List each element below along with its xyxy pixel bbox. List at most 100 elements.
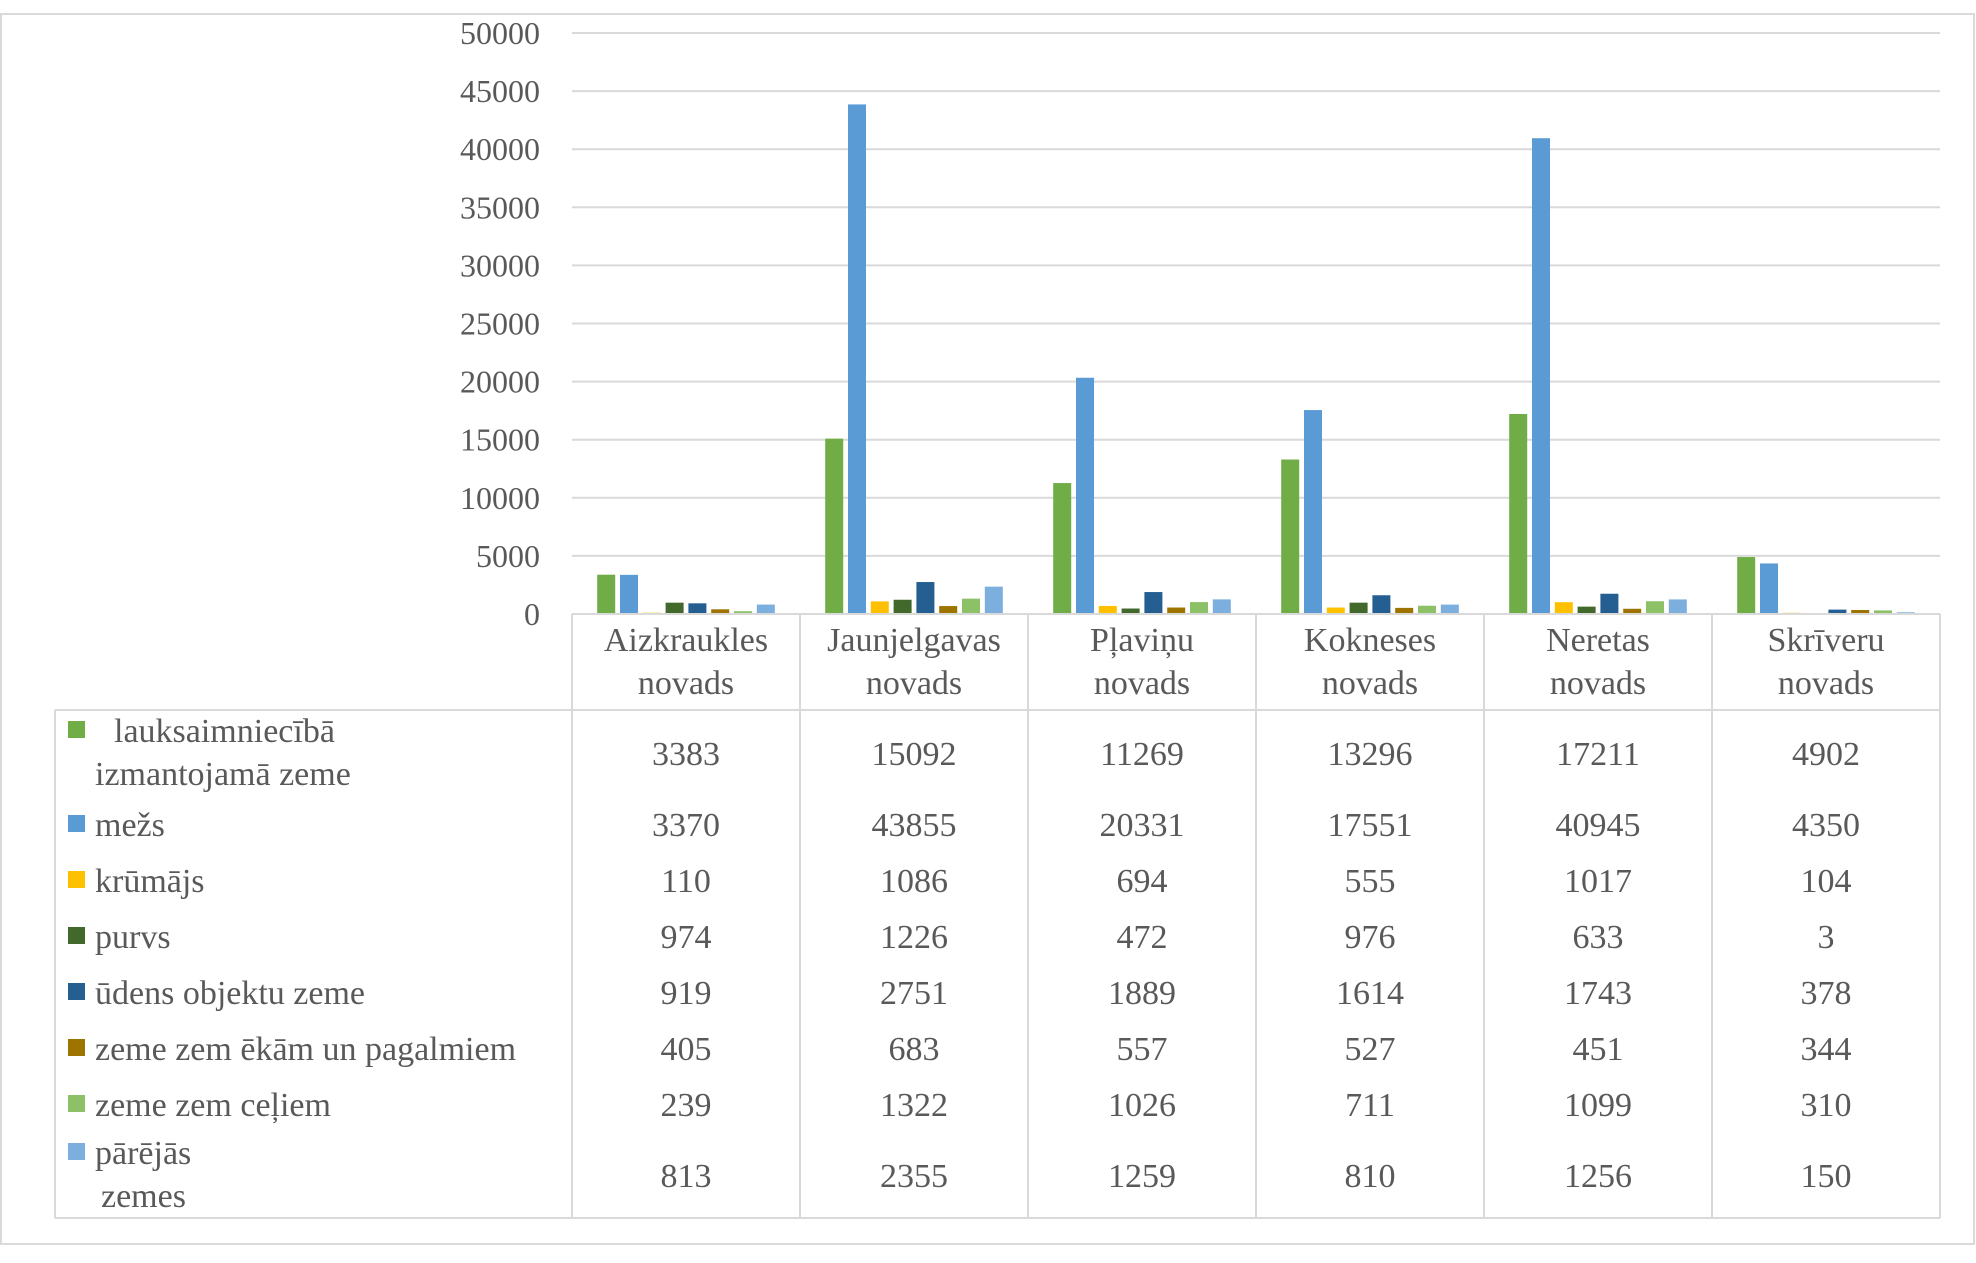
data-label: 974 (661, 919, 712, 956)
data-label: 1026 (1108, 1087, 1176, 1124)
bar (916, 582, 934, 614)
bar (1441, 605, 1459, 614)
data-label: 711 (1345, 1087, 1395, 1124)
data-label: 4902 (1792, 736, 1860, 773)
data-label: 1322 (880, 1087, 948, 1124)
bar (1737, 557, 1755, 614)
data-label: 472 (1117, 919, 1168, 956)
series-name: ūdens objektu zeme (95, 975, 365, 1012)
bar (597, 575, 615, 614)
data-label: 976 (1345, 919, 1396, 956)
category-label: novads (638, 665, 734, 702)
category-label: novads (1322, 665, 1418, 702)
data-label: 683 (889, 1031, 940, 1068)
bar (1053, 483, 1071, 614)
category-label: novads (1094, 665, 1190, 702)
y-tick-label: 20000 (460, 364, 540, 400)
bar (666, 603, 684, 614)
bar (688, 603, 706, 614)
data-label: 405 (661, 1031, 712, 1068)
bar (871, 601, 889, 614)
data-label: 557 (1117, 1031, 1168, 1068)
data-label: 1259 (1108, 1158, 1176, 1195)
data-label: 4350 (1792, 807, 1860, 844)
bar (1555, 602, 1573, 614)
y-tick-label: 10000 (460, 480, 540, 516)
y-tick-label: 35000 (460, 189, 540, 225)
data-label: 104 (1801, 863, 1852, 900)
data-label: 1743 (1564, 975, 1632, 1012)
series-name: krūmājs (95, 863, 205, 900)
y-tick-label: 45000 (460, 73, 540, 109)
bar (620, 575, 638, 614)
data-label: 451 (1573, 1031, 1624, 1068)
category-label: Skrīveru (1767, 622, 1884, 659)
series-name: izmantojamā zeme (95, 756, 351, 793)
bar (962, 599, 980, 614)
bar (1144, 592, 1162, 614)
data-label: 40945 (1556, 807, 1641, 844)
data-label: 1226 (880, 919, 948, 956)
data-label: 15092 (872, 736, 957, 773)
category-label: novads (1778, 665, 1874, 702)
category-label: Aizkraukles (604, 622, 768, 659)
data-label: 11269 (1100, 736, 1184, 773)
bar (1509, 414, 1527, 614)
bar (1669, 599, 1687, 614)
y-tick-label: 30000 (460, 247, 540, 283)
series-name: lauksaimniecībā (114, 713, 335, 750)
data-label: 1256 (1564, 1158, 1632, 1195)
data-label: 3 (1818, 919, 1835, 956)
bar (848, 104, 866, 614)
series-name: purvs (95, 919, 171, 956)
data-label: 813 (661, 1158, 712, 1195)
bar (1281, 460, 1299, 614)
legend-key (68, 1039, 85, 1056)
data-label: 1614 (1336, 975, 1404, 1012)
bar (1350, 603, 1368, 614)
bar (1190, 602, 1208, 614)
bar (1760, 563, 1778, 614)
data-label: 239 (661, 1087, 712, 1124)
series-name: zeme zem ēkām un pagalmiem (95, 1031, 516, 1068)
data-label: 310 (1801, 1087, 1852, 1124)
data-label: 2355 (880, 1158, 948, 1195)
legend-key (68, 871, 85, 888)
data-label: 344 (1801, 1031, 1852, 1068)
data-label: 919 (661, 975, 712, 1012)
data-label: 1099 (1564, 1087, 1632, 1124)
category-label: Pļaviņu (1090, 622, 1194, 659)
bar (1578, 607, 1596, 614)
bar (985, 587, 1003, 614)
data-label: 555 (1345, 863, 1396, 900)
data-label: 2751 (880, 975, 948, 1012)
y-tick-label: 50000 (460, 15, 540, 51)
y-tick-label: 5000 (476, 538, 540, 574)
bar (1532, 138, 1550, 614)
legend-key (68, 721, 85, 738)
data-label: 17551 (1328, 807, 1413, 844)
legend-key (68, 983, 85, 1000)
bar (1076, 378, 1094, 614)
bar (1418, 606, 1436, 614)
y-tick-label: 40000 (460, 131, 540, 167)
data-label: 378 (1801, 975, 1852, 1012)
category-label: Jaunjelgavas (827, 622, 1001, 659)
series-name: zeme zem ceļiem (95, 1087, 331, 1124)
legend-key (68, 1143, 85, 1160)
data-label: 43855 (872, 807, 957, 844)
bar (1304, 410, 1322, 614)
data-label: 13296 (1328, 736, 1413, 773)
bar (939, 606, 957, 614)
legend-key (68, 815, 85, 832)
bar (894, 600, 912, 614)
data-label: 17211 (1556, 736, 1640, 773)
category-label: Kokneses (1304, 622, 1436, 659)
series-name: pārējās (95, 1135, 191, 1172)
bar (1646, 601, 1664, 614)
bar (1213, 599, 1231, 614)
category-label: novads (1550, 665, 1646, 702)
legend-key (68, 927, 85, 944)
